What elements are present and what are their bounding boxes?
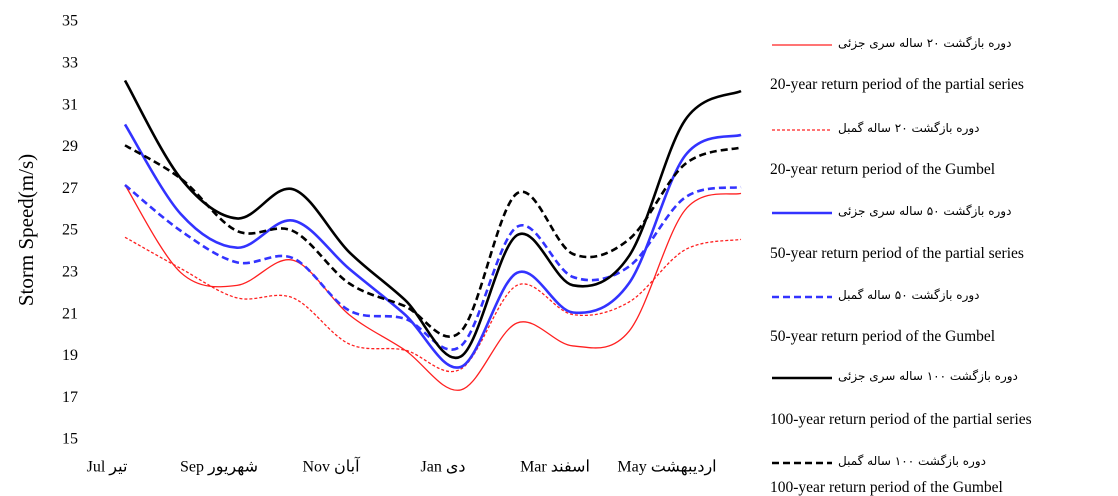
y-tick-label: 19 xyxy=(62,347,78,364)
y-tick-label: 27 xyxy=(62,180,78,197)
legend-label-en: 20-year return period of the partial ser… xyxy=(770,76,1024,93)
legend-label-en: 100-year return period of the Gumbel xyxy=(770,479,1003,496)
series-line xyxy=(123,123,742,369)
x-tick-label: Jan دی xyxy=(421,459,466,476)
y-tick-label: 17 xyxy=(62,389,78,406)
y-tick-label: 35 xyxy=(62,13,78,30)
legend-label: دوره بازگشت ۵۰ ساله سری جزئی xyxy=(838,204,1012,218)
x-tick-label: Jul تیر xyxy=(87,459,128,476)
y-tick-label: 29 xyxy=(62,138,78,155)
legend-label: دوره بازگشت ۲۰ ساله سری جزئی xyxy=(838,36,1012,50)
y-tick-label: 23 xyxy=(62,263,78,280)
legend-label-en: 100-year return period of the partial se… xyxy=(770,411,1032,428)
x-tick-label: Sep شهریور xyxy=(180,459,258,476)
y-tick-label: 15 xyxy=(62,431,78,448)
y-axis-label: Storm Speed(m/s) xyxy=(14,154,38,306)
legend-label-en: 20-year return period of the Gumbel xyxy=(770,161,996,178)
series-line xyxy=(124,184,742,391)
legend-label: دوره بازگشت ۲۰ ساله گمبل xyxy=(838,121,980,135)
x-tick-label: Mar اسفند xyxy=(520,459,590,476)
legend-label: دوره بازگشت ۱۰۰ ساله گمبل xyxy=(838,454,986,468)
series-line xyxy=(123,79,742,360)
legend-label: دوره بازگشت ۱۰۰ ساله سری جزئی xyxy=(838,369,1018,383)
y-tick-label: 25 xyxy=(62,222,78,239)
series-line xyxy=(124,236,742,373)
y-tick-label: 33 xyxy=(62,54,78,71)
x-tick-label: May اردیبهشت xyxy=(617,459,716,476)
legend-label-en: 50-year return period of the partial ser… xyxy=(770,245,1024,262)
series-line xyxy=(124,184,742,351)
legend-label: دوره بازگشت ۵۰ ساله گمبل xyxy=(838,288,980,302)
y-tick-label: 31 xyxy=(62,96,78,113)
x-tick-label: Nov آبان xyxy=(302,456,361,476)
legend-label-en: 50-year return period of the Gumbel xyxy=(770,328,996,345)
y-tick-label: 21 xyxy=(62,305,78,322)
